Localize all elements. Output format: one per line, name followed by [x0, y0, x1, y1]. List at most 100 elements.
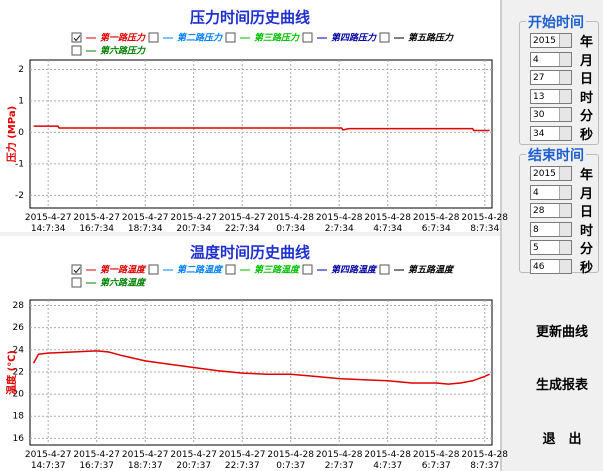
y-axis-label: 压力 (MPa) [5, 106, 18, 162]
group-title: 结束时间 [526, 145, 586, 165]
legend-checkbox[interactable] [71, 264, 82, 275]
x-tick-label: 2015-4-27 14:7:34 [25, 213, 72, 234]
y-tick-label: 18 [13, 412, 25, 422]
legend-label: 第三路温度 [254, 265, 301, 276]
unit-label: 秒 [580, 260, 594, 276]
x-tick-label: 2015-4-27 14:7:37 [25, 450, 72, 471]
dropdown[interactable]: 4 [530, 51, 572, 67]
y-tick-label: 24 [13, 345, 25, 355]
time-field: 2015 年 [530, 32, 593, 50]
start-group: 开始时间 2015 年 4 月 27 日 13 时 30 分 34 秒 [519, 12, 599, 145]
x-tick-label: 2015-4-28 8:7:34 [461, 213, 508, 234]
unit-label: 分 [580, 242, 594, 257]
x-tick-label: 2015-4-28 0:7:37 [267, 450, 314, 471]
x-tick-label: 2015-4-28 6:7:34 [413, 213, 460, 234]
legend-checkbox[interactable] [302, 32, 313, 43]
unit-label: 时 [580, 90, 594, 106]
x-tick-label: 2015-4-27 20:7:34 [170, 213, 217, 234]
y-tick-label: 28 [13, 301, 25, 311]
time-field: 34 秒 [530, 125, 594, 143]
y-tick-label: -2 [15, 191, 24, 201]
unit-label: 年 [580, 168, 594, 183]
plot-area [29, 59, 493, 209]
group-title: 开始时间 [526, 12, 586, 32]
legend-checkbox[interactable] [379, 264, 390, 275]
time-field: 13 时 [530, 88, 594, 106]
dropdown[interactable]: 46 [530, 258, 572, 274]
time-field: 27 日 [530, 69, 594, 87]
y-tick-label: 22 [13, 367, 24, 377]
button[interactable]: 退 出 [524, 428, 600, 452]
dropdown[interactable]: 13 [530, 88, 572, 104]
dropdown[interactable]: 34 [530, 125, 572, 141]
unit-label: 月 [580, 186, 594, 202]
unit-label: 日 [580, 72, 594, 87]
x-tick-label: 2015-4-27 20:7:37 [170, 450, 217, 471]
dropdown[interactable]: 2015 [530, 166, 572, 181]
dropdown[interactable]: 2015 [530, 33, 572, 48]
legend-label: 第一路温度 [100, 265, 147, 276]
dropdown[interactable]: 30 [530, 107, 572, 122]
time-field: 2015 年 [530, 165, 594, 183]
legend-checkbox[interactable] [225, 264, 236, 275]
x-tick-label: 2015-4-28 2:7:34 [316, 213, 363, 234]
y-axis-label: 温度 (℃) [5, 350, 18, 395]
legend-checkbox[interactable] [148, 32, 159, 43]
x-tick-label: 2015-4-27 16:7:34 [73, 213, 120, 234]
legend-checkbox[interactable] [71, 32, 82, 43]
y-tick-label: 26 [13, 323, 25, 333]
y-tick-label: 20 [13, 390, 25, 400]
legend-checkbox[interactable] [71, 45, 82, 56]
button[interactable]: 生成报表 [524, 374, 600, 398]
unit-label: 秒 [580, 127, 594, 143]
legend-label: 第一路压力 [100, 33, 146, 44]
legend-checkbox[interactable] [302, 264, 313, 275]
legend-checkbox[interactable] [225, 32, 236, 43]
legend-label: 第五路温度 [408, 265, 455, 276]
y-tick-label: 1 [18, 96, 24, 106]
dropdown[interactable]: 8 [530, 221, 572, 237]
y-tick-label: 0 [18, 128, 24, 138]
legend-label: 第二路压力 [177, 33, 223, 44]
dropdown[interactable]: 27 [530, 70, 572, 85]
legend-label: 第四路温度 [331, 265, 378, 276]
time-field: 46 秒 [530, 258, 594, 276]
end-group: 结束时间 2015 年 4 月 28 日 8 时 5 分 46 秒 [519, 145, 599, 276]
legend-label: 第五路压力 [408, 33, 454, 44]
plot-area [29, 299, 493, 446]
dropdown[interactable]: 28 [530, 203, 572, 218]
x-tick-label: 2015-4-27 22:7:37 [219, 450, 266, 471]
y-tick-label: 16 [13, 434, 25, 444]
dropdown[interactable]: 4 [530, 184, 572, 200]
legend-label: 第六路温度 [100, 278, 147, 289]
chart-title: 温度时间历史曲线 [190, 244, 310, 262]
unit-label: 月 [580, 53, 594, 69]
time-field: 28 日 [530, 202, 593, 220]
data-line [32, 350, 490, 385]
data-line [33, 125, 490, 132]
x-tick-label: 2015-4-27 18:7:34 [122, 213, 169, 234]
check-mark [73, 267, 81, 274]
legend-checkbox[interactable] [148, 264, 159, 275]
x-tick-label: 2015-4-27 18:7:37 [122, 450, 169, 471]
chart-title: 压力时间历史曲线 [190, 9, 310, 27]
dropdown[interactable]: 5 [530, 240, 572, 255]
legend-checkbox[interactable] [379, 32, 390, 43]
x-tick-label: 2015-4-28 6:7:37 [413, 450, 460, 471]
unit-label: 分 [580, 109, 594, 124]
x-tick-label: 2015-4-28 4:7:34 [364, 213, 411, 234]
x-tick-label: 2015-4-28 8:7:37 [461, 450, 508, 471]
button[interactable]: 更新曲线 [524, 321, 600, 345]
unit-label: 时 [580, 223, 594, 239]
x-tick-label: 2015-4-28 4:7:37 [364, 450, 411, 471]
x-tick-label: 2015-4-27 22:7:34 [219, 213, 266, 234]
x-tick-label: 2015-4-28 2:7:37 [316, 450, 363, 471]
check-mark [73, 35, 81, 42]
legend-checkbox[interactable] [71, 277, 82, 288]
